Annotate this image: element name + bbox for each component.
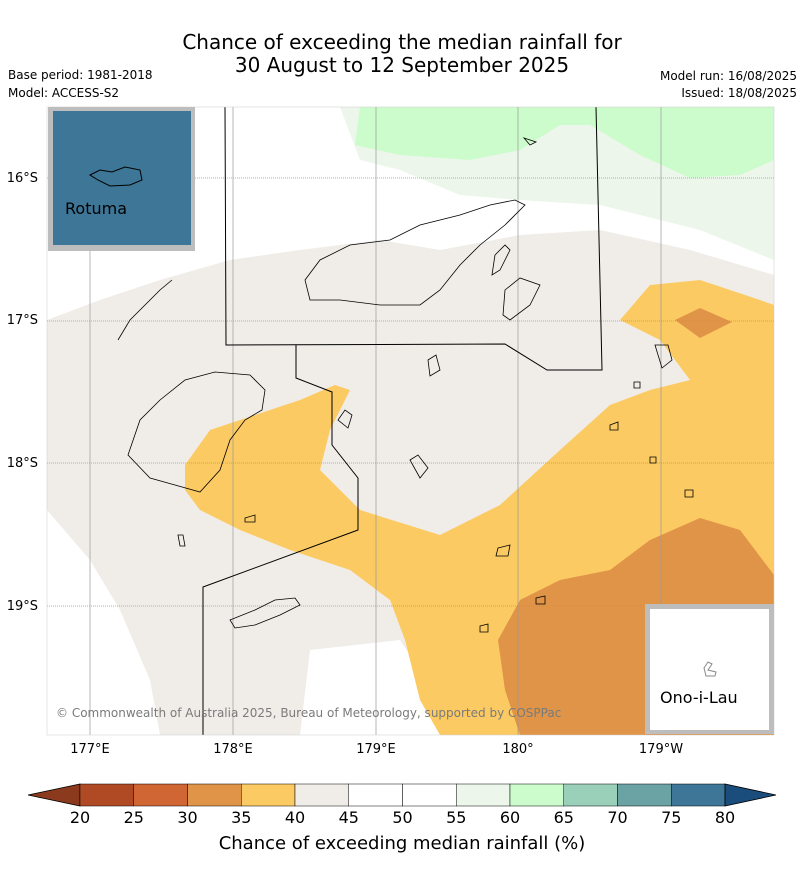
colorbar-tick-label: 60 (499, 808, 521, 827)
colorbar-segment (563, 783, 618, 807)
colorbar-segment (671, 783, 726, 807)
colorbar-segment (617, 783, 672, 807)
ono-i-lau-island-outline (703, 661, 717, 677)
colorbar-tick-label: 40 (284, 808, 306, 827)
base-period-label: Base period: 1981-2018 (8, 68, 153, 82)
vatulele-island (177, 534, 186, 547)
lakeba-island (609, 421, 619, 431)
colorbar-segment (509, 783, 564, 807)
issued-label: Issued: 18/08/2025 (681, 86, 797, 100)
rotuma-label: Rotuma (65, 199, 127, 218)
colorbar-segment (402, 783, 457, 807)
lon-label-179w: 179°W (638, 742, 684, 757)
map-title-line1: Chance of exceeding the median rainfall … (182, 30, 622, 54)
lau-island-d (649, 456, 657, 464)
colorbar-tick-label: 25 (123, 808, 144, 827)
rotuma-inset (53, 111, 191, 245)
qamea-island (502, 277, 541, 321)
colorbar-tick-label: 80 (714, 808, 736, 827)
colorbar-segment (348, 783, 403, 807)
green-area (355, 107, 774, 178)
lat-label-19s: 19°S (6, 599, 38, 614)
colorbar-segment (79, 783, 134, 807)
yasawa-islands (117, 279, 173, 341)
colorbar (27, 783, 777, 807)
colorbar-segment (456, 783, 511, 807)
vanua-balavu-island (654, 344, 673, 369)
model-run-label: Model run: 16/08/2025 (659, 69, 797, 83)
ono-i-lau-label: Ono-i-Lau (660, 688, 738, 707)
lau-island-c (684, 489, 694, 498)
colorbar-segment (133, 783, 188, 807)
colorbar-tick-label: 20 (69, 808, 91, 827)
lat-label-17s: 17°S (6, 313, 38, 328)
colorbar-title: Chance of exceeding median rainfall (%) (218, 833, 586, 854)
colorbar-segment (187, 783, 242, 807)
beqa-island (244, 514, 256, 523)
colorbar-tick-label: 35 (231, 808, 252, 827)
colorbar-arrow-high (724, 783, 777, 807)
lau-island-b (409, 454, 429, 479)
colorbar-segment (241, 783, 296, 807)
colorbar-tick-label: 50 (392, 808, 413, 827)
lat-label-18s: 18°S (6, 456, 38, 471)
colorbar-arrow-low (27, 783, 81, 807)
fiji-islands (127, 137, 694, 633)
map-title-line2: 30 August to 12 September 2025 (234, 53, 570, 77)
lau-island-a (427, 354, 441, 377)
colorbar-tick-label: 75 (661, 808, 682, 827)
colorbar-tick-label: 55 (446, 808, 467, 827)
region-boundaries (202, 107, 603, 735)
taveuni-island (491, 244, 511, 276)
colorbar-tick-label: 30 (177, 808, 198, 827)
moala-island (479, 623, 489, 633)
probability-30-35-area-north (675, 308, 732, 338)
lat-label-16s: 16°S (6, 171, 38, 186)
lon-label-177e: 177°E (70, 742, 110, 757)
colorbar-tick-label: 45 (338, 808, 359, 827)
totoya-island (495, 544, 511, 557)
white-area-southwest (47, 510, 160, 735)
copyright-notice: © Commonwealth of Australia 2025, Bureau… (56, 706, 562, 720)
colorbar-segment (294, 783, 349, 807)
rotuma-island-outline (88, 166, 143, 187)
colorbar-tick-label: 65 (553, 808, 574, 827)
map-frame (46, 106, 775, 736)
lon-label-178e: 178°E (213, 742, 253, 757)
cikobia-island (522, 137, 538, 146)
lau-island-e (633, 381, 641, 389)
vanua-levu-island (304, 199, 526, 306)
lon-label-180: 180° (502, 742, 534, 757)
colorbar-tick-label: 70 (607, 808, 628, 827)
koro-island (337, 409, 353, 429)
kadavu-island (229, 597, 301, 629)
ono-i-lau-inset (650, 609, 769, 730)
model-label: Model: ACCESS-S2 (8, 86, 120, 100)
ogea-island (535, 595, 546, 605)
lon-label-179e: 179°E (356, 742, 396, 757)
viti-levu-island (127, 371, 266, 493)
